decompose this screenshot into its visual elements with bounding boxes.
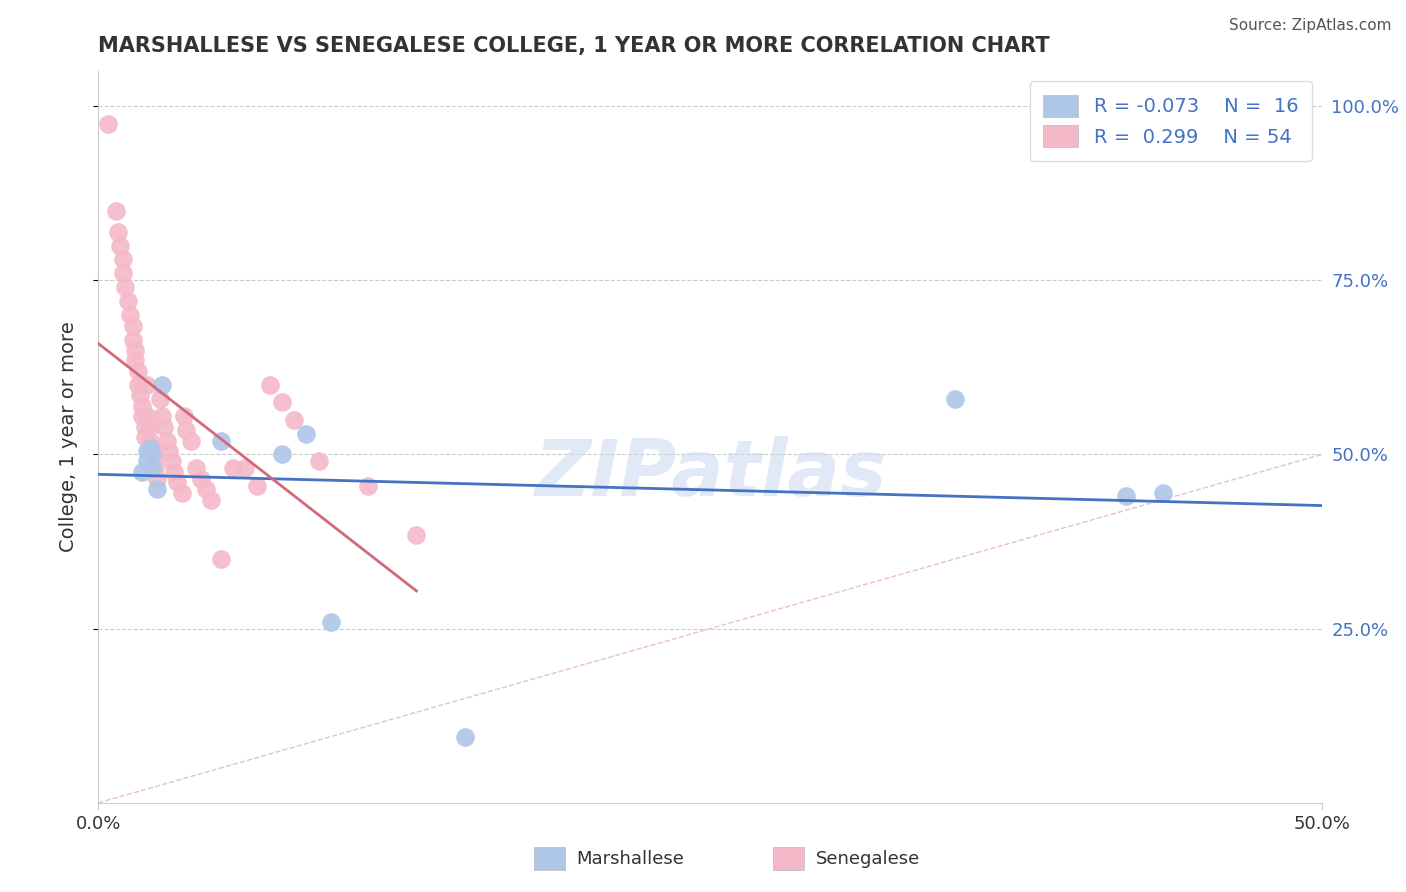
Point — [146, 483, 169, 497]
Point — [454, 730, 477, 744]
Point — [136, 454, 159, 468]
Point — [176, 423, 198, 437]
Point — [259, 377, 281, 392]
Point — [117, 294, 139, 309]
Point — [136, 409, 159, 424]
Point — [120, 308, 142, 322]
Point — [134, 419, 156, 434]
Text: Senegalese: Senegalese — [815, 850, 920, 868]
Point — [131, 399, 153, 413]
Point — [209, 552, 232, 566]
Point — [150, 377, 173, 392]
Point — [233, 461, 256, 475]
Point — [195, 483, 218, 497]
Point — [127, 364, 149, 378]
Point — [111, 252, 134, 267]
Point — [222, 461, 245, 475]
Point — [156, 434, 179, 448]
Point — [157, 444, 180, 458]
Text: Marshallese: Marshallese — [576, 850, 685, 868]
Point — [146, 472, 169, 486]
Point — [190, 472, 212, 486]
Point — [150, 409, 173, 424]
Y-axis label: College, 1 year or more: College, 1 year or more — [59, 322, 77, 552]
Point — [270, 448, 294, 462]
Point — [295, 426, 318, 441]
Text: MARSHALLESE VS SENEGALESE COLLEGE, 1 YEAR OR MORE CORRELATION CHART: MARSHALLESE VS SENEGALESE COLLEGE, 1 YEA… — [98, 36, 1050, 55]
Point — [111, 266, 134, 280]
Point — [943, 392, 966, 406]
Point — [127, 377, 149, 392]
Legend: R = -0.073    N =  16, R =  0.299    N = 54: R = -0.073 N = 16, R = 0.299 N = 54 — [1029, 81, 1312, 161]
Point — [200, 492, 222, 507]
Point — [319, 615, 342, 629]
Point — [104, 203, 127, 218]
Point — [166, 475, 188, 490]
Point — [1152, 485, 1174, 500]
Point — [121, 318, 143, 333]
Point — [246, 479, 269, 493]
Point — [141, 461, 163, 475]
Point — [149, 392, 172, 406]
Point — [209, 434, 232, 448]
Point — [141, 441, 163, 455]
Point — [131, 465, 153, 479]
Point — [139, 434, 162, 448]
Point — [180, 434, 202, 448]
Point — [107, 225, 129, 239]
Point — [143, 450, 166, 465]
Point — [1115, 489, 1137, 503]
Point — [114, 280, 136, 294]
Point — [97, 117, 120, 131]
Point — [134, 430, 156, 444]
Text: Source: ZipAtlas.com: Source: ZipAtlas.com — [1229, 18, 1392, 33]
Point — [153, 419, 176, 434]
Point — [163, 465, 186, 479]
Point — [173, 409, 195, 424]
Point — [129, 388, 152, 402]
Point — [186, 461, 208, 475]
Point — [160, 454, 183, 468]
Point — [136, 377, 159, 392]
Text: ZIPatlas: ZIPatlas — [534, 435, 886, 512]
Point — [283, 412, 305, 426]
Point — [121, 333, 143, 347]
Point — [139, 419, 162, 434]
Point — [124, 343, 146, 357]
Point — [270, 395, 294, 409]
Point — [308, 454, 330, 468]
Point — [124, 353, 146, 368]
Point — [110, 238, 132, 252]
Point — [139, 441, 162, 455]
Point — [356, 479, 378, 493]
Point — [170, 485, 193, 500]
Point — [141, 448, 163, 462]
Point — [143, 461, 166, 475]
Point — [136, 444, 159, 458]
Point — [131, 409, 153, 424]
Point — [405, 527, 427, 541]
